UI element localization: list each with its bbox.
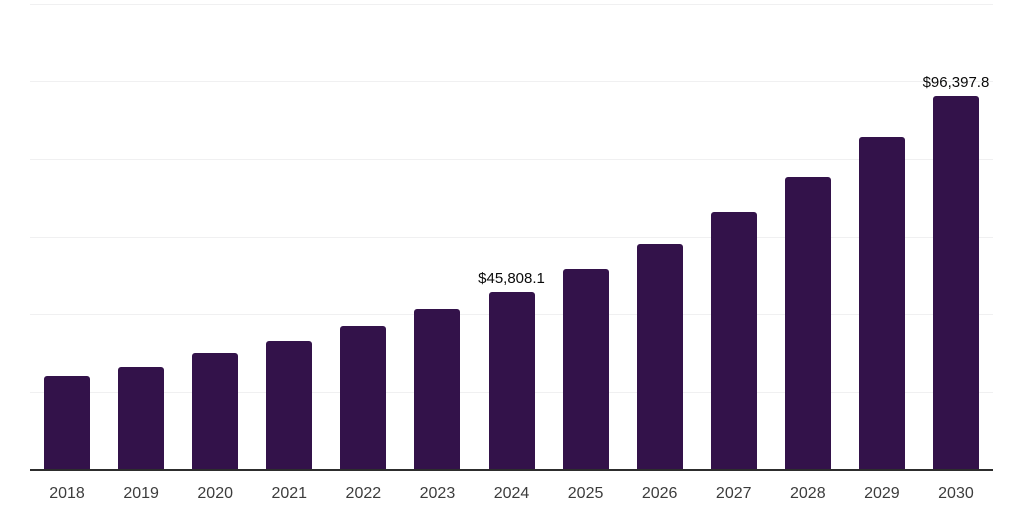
- bar-2025: [562, 269, 609, 470]
- bar-2021: [266, 340, 313, 470]
- gridline: [30, 236, 993, 238]
- bar-2023: [414, 308, 461, 470]
- bar-2028: [784, 177, 831, 470]
- gridline: [30, 158, 993, 160]
- x-tick-label: 2028: [790, 485, 826, 502]
- x-axis-line: [30, 469, 993, 471]
- x-tick-label: 2023: [419, 485, 456, 502]
- x-tick-label: 2021: [271, 485, 308, 502]
- x-tick-label: 2030: [938, 485, 974, 502]
- data-label-2024: $45,808.1: [478, 270, 545, 288]
- bar-2018: [44, 376, 91, 470]
- x-tick-label: 2029: [864, 485, 900, 502]
- gridline: [30, 3, 993, 5]
- bar-2022: [340, 325, 387, 470]
- bar-2030: [932, 95, 979, 470]
- gridline: [30, 81, 993, 83]
- x-tick-label: 2025: [567, 485, 604, 502]
- bar-2029: [858, 137, 905, 470]
- x-tick-label: 2020: [197, 485, 233, 502]
- data-label-2030: $96,397.8: [922, 73, 990, 91]
- x-tick-label: 2019: [123, 485, 159, 502]
- bar-2024: [488, 292, 535, 470]
- bar-2020: [192, 353, 239, 470]
- x-tick-label: 2018: [49, 485, 85, 502]
- bar-2019: [118, 366, 165, 470]
- x-tick-label: 2024: [493, 485, 530, 502]
- x-tick-label: 2027: [715, 485, 752, 502]
- x-tick-label: 2026: [641, 485, 678, 502]
- bar-2026: [636, 243, 683, 470]
- bar-2027: [710, 212, 757, 470]
- x-tick-label: 2022: [345, 485, 382, 502]
